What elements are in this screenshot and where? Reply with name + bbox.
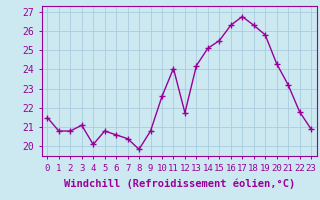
X-axis label: Windchill (Refroidissement éolien,°C): Windchill (Refroidissement éolien,°C) [64,178,295,189]
